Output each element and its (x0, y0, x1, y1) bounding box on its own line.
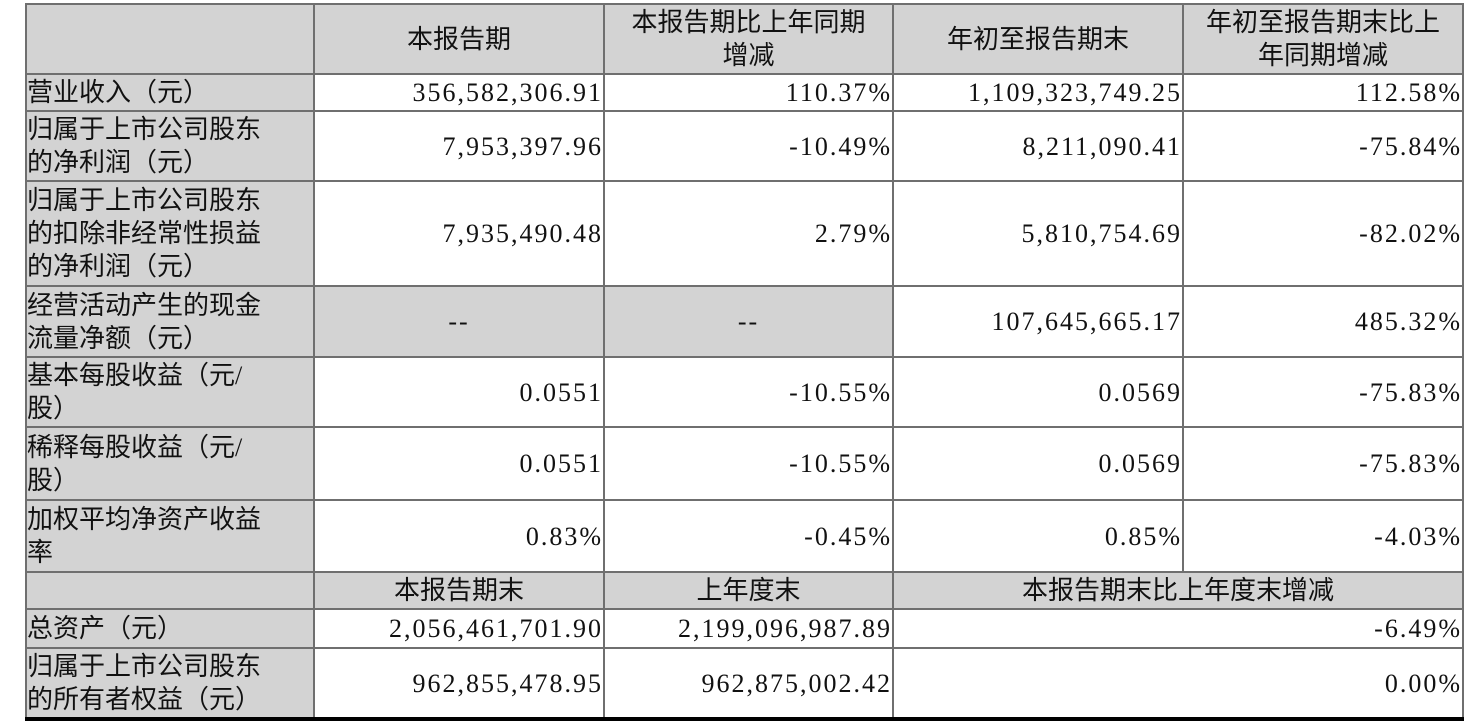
table-row-equity-attributable-to-shareholders: 归属于上市公司股东 的所有者权益（元） 962,855,478.95 962,8… (25, 647, 1464, 720)
cell-value-na: -- (313, 285, 605, 358)
cell-value: 485.32% (1182, 285, 1464, 358)
cell-value: 0.0551 (313, 426, 605, 501)
subheader-cell-prior-year-end: 上年度末 (603, 571, 894, 610)
cell-value: 356,582,306.91 (313, 73, 605, 112)
cell-value: 8,211,090.41 (892, 110, 1184, 182)
cell-value: 962,855,478.95 (313, 647, 605, 720)
table-row-revenue: 营业收入（元） 356,582,306.91 110.37% 1,109,323… (25, 73, 1464, 112)
cell-value: -4.03% (1182, 499, 1464, 573)
cell-value: 0.85% (892, 499, 1184, 573)
cell-value: 7,953,397.96 (313, 110, 605, 182)
subheader-cell-change-vs-prior-year-end: 本报告期末比上年度末增减 (892, 571, 1464, 610)
header-cell-current-period: 本报告期 (313, 3, 605, 75)
row-label: 经营活动产生的现金 流量净额（元） (25, 285, 315, 358)
cell-value: -10.49% (603, 110, 894, 182)
cell-value: 2,199,096,987.89 (603, 608, 894, 649)
cell-value-change: 0.00% (892, 647, 1464, 720)
row-label: 稀释每股收益（元/ 股） (25, 426, 315, 501)
table-row-basic-eps: 基本每股收益（元/ 股） 0.0551 -10.55% 0.0569 -75.8… (25, 356, 1464, 428)
row-label: 归属于上市公司股东 的净利润（元） (25, 110, 315, 182)
cell-value: 112.58% (1182, 73, 1464, 112)
subheader-cell-period-end: 本报告期末 (313, 571, 605, 610)
row-label: 基本每股收益（元/ 股） (25, 356, 315, 428)
header-cell-year-to-date-yoy-change: 年初至报告期末比上 年同期增减 (1182, 3, 1464, 75)
cell-value: 0.0569 (892, 356, 1184, 428)
cell-value: 1,109,323,749.25 (892, 73, 1184, 112)
cell-value: -82.02% (1182, 180, 1464, 287)
subheader-row: 本报告期末 上年度末 本报告期末比上年度末增减 (25, 571, 1464, 610)
cell-value: -10.55% (603, 356, 894, 428)
header-cell-blank (25, 3, 315, 75)
subheader-cell-blank (25, 571, 315, 610)
header-row: 本报告期 本报告期比上年同期 增减 年初至报告期末 年初至报告期末比上 年同期增… (25, 3, 1464, 75)
cell-value: 0.83% (313, 499, 605, 573)
cell-value: 5,810,754.69 (892, 180, 1184, 287)
row-label: 归属于上市公司股东 的所有者权益（元） (25, 647, 315, 720)
cell-value: 0.0569 (892, 426, 1184, 501)
table-row-net-profit-excl-nonrecurring: 归属于上市公司股东 的扣除非经常性损益 的净利润（元） 7,935,490.48… (25, 180, 1464, 287)
cell-value: 0.0551 (313, 356, 605, 428)
header-cell-current-period-yoy-change: 本报告期比上年同期 增减 (603, 3, 894, 75)
cell-value: 2.79% (603, 180, 894, 287)
cell-value: 110.37% (603, 73, 894, 112)
cell-value: -0.45% (603, 499, 894, 573)
cell-value: -75.84% (1182, 110, 1464, 182)
table-row-diluted-eps: 稀释每股收益（元/ 股） 0.0551 -10.55% 0.0569 -75.8… (25, 426, 1464, 501)
cell-value: -10.55% (603, 426, 894, 501)
table-row-net-profit: 归属于上市公司股东 的净利润（元） 7,953,397.96 -10.49% 8… (25, 110, 1464, 182)
row-label: 总资产（元） (25, 608, 315, 649)
cell-value: 107,645,665.17 (892, 285, 1184, 358)
cell-value: -75.83% (1182, 426, 1464, 501)
row-label: 加权平均净资产收益 率 (25, 499, 315, 573)
cell-value-na: -- (603, 285, 894, 358)
cell-value: 7,935,490.48 (313, 180, 605, 287)
header-cell-year-to-date: 年初至报告期末 (892, 3, 1184, 75)
row-label: 归属于上市公司股东 的扣除非经常性损益 的净利润（元） (25, 180, 315, 287)
cell-value-change: -6.49% (892, 608, 1464, 649)
cell-value: 2,056,461,701.90 (313, 608, 605, 649)
cell-value: -75.83% (1182, 356, 1464, 428)
row-label: 营业收入（元） (25, 73, 315, 112)
table-row-total-assets: 总资产（元） 2,056,461,701.90 2,199,096,987.89… (25, 608, 1464, 649)
financial-summary-table: 本报告期 本报告期比上年同期 增减 年初至报告期末 年初至报告期末比上 年同期增… (25, 3, 1464, 721)
table-row-weighted-avg-roe: 加权平均净资产收益 率 0.83% -0.45% 0.85% -4.03% (25, 499, 1464, 573)
cell-value: 962,875,002.42 (603, 647, 894, 720)
table-row-operating-cash-flow: 经营活动产生的现金 流量净额（元） -- -- 107,645,665.17 4… (25, 285, 1464, 358)
